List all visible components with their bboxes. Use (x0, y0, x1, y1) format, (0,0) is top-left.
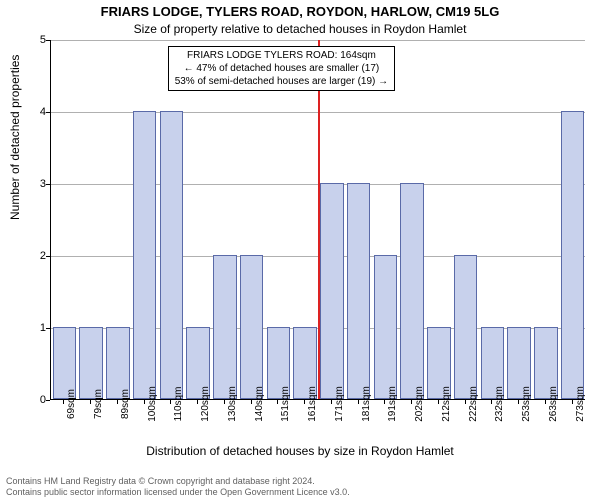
x-tick-label: 181sqm (361, 386, 372, 422)
x-tick-label: 263sqm (548, 386, 559, 422)
x-tick-label: 79sqm (93, 389, 104, 419)
x-tick-label: 191sqm (387, 386, 398, 422)
x-tick-label: 232sqm (494, 386, 505, 422)
footer-attribution: Contains HM Land Registry data © Crown c… (6, 476, 350, 499)
bar (240, 255, 264, 399)
y-axis-label: Number of detached properties (8, 55, 22, 220)
bar (400, 183, 424, 399)
y-tick-mark (46, 40, 50, 41)
x-tick-label: 253sqm (521, 386, 532, 422)
x-tick-mark (331, 400, 332, 404)
x-tick-mark (491, 400, 492, 404)
plot-area (50, 40, 585, 400)
x-tick-label: 202sqm (414, 386, 425, 422)
x-tick-label: 171sqm (334, 386, 345, 422)
annotation-line-2: ← 47% of detached houses are smaller (17… (175, 62, 388, 75)
x-tick-label: 151sqm (280, 386, 291, 422)
bar (454, 255, 478, 399)
y-tick-label: 1 (30, 322, 46, 334)
y-tick-label: 3 (30, 178, 46, 190)
x-tick-mark (197, 400, 198, 404)
y-tick-label: 2 (30, 250, 46, 262)
x-tick-label: 69sqm (66, 389, 77, 419)
x-tick-label: 110sqm (173, 387, 184, 422)
y-tick-mark (46, 256, 50, 257)
x-tick-label: 212sqm (441, 386, 452, 422)
x-tick-mark (358, 400, 359, 404)
bar (320, 183, 344, 399)
x-axis-label: Distribution of detached houses by size … (0, 444, 600, 458)
x-tick-mark (90, 400, 91, 404)
y-tick-mark (46, 112, 50, 113)
y-tick-label: 0 (30, 394, 46, 406)
x-tick-mark (572, 400, 573, 404)
y-tick-mark (46, 400, 50, 401)
x-tick-mark (224, 400, 225, 404)
x-tick-label: 161sqm (307, 386, 318, 422)
x-tick-label: 100sqm (147, 386, 158, 422)
bar (374, 255, 398, 399)
x-tick-mark (518, 400, 519, 404)
y-tick-mark (46, 184, 50, 185)
bar (561, 111, 585, 399)
x-tick-mark (251, 400, 252, 404)
x-tick-mark (438, 400, 439, 404)
x-tick-label: 140sqm (254, 386, 265, 422)
y-tick-label: 4 (30, 106, 46, 118)
x-tick-mark (465, 400, 466, 404)
x-tick-mark (63, 400, 64, 404)
annotation-line-3: 53% of semi-detached houses are larger (… (175, 75, 388, 88)
annotation-line-1: FRIARS LODGE TYLERS ROAD: 164sqm (175, 49, 388, 62)
x-tick-mark (411, 400, 412, 404)
y-tick-mark (46, 328, 50, 329)
x-tick-label: 130sqm (227, 386, 238, 422)
bar (347, 183, 371, 399)
x-tick-mark (117, 400, 118, 404)
x-tick-mark (170, 400, 171, 404)
chart-subtitle: Size of property relative to detached ho… (0, 22, 600, 36)
x-tick-label: 120sqm (200, 386, 211, 422)
chart-container: FRIARS LODGE, TYLERS ROAD, ROYDON, HARLO… (0, 0, 600, 500)
x-tick-mark (384, 400, 385, 404)
x-tick-label: 89sqm (120, 389, 131, 419)
bar (213, 255, 237, 399)
x-tick-label: 273sqm (575, 386, 586, 422)
y-tick-label: 5 (30, 34, 46, 46)
footer-line-1: Contains HM Land Registry data © Crown c… (6, 476, 350, 487)
chart-title: FRIARS LODGE, TYLERS ROAD, ROYDON, HARLO… (0, 4, 600, 19)
bar (160, 111, 184, 399)
annotation-box: FRIARS LODGE TYLERS ROAD: 164sqm← 47% of… (168, 46, 395, 91)
x-tick-label: 222sqm (468, 386, 479, 422)
x-tick-mark (277, 400, 278, 404)
x-tick-mark (144, 400, 145, 404)
x-tick-mark (545, 400, 546, 404)
property-marker-line (318, 40, 320, 399)
x-tick-mark (304, 400, 305, 404)
footer-line-2: Contains public sector information licen… (6, 487, 350, 498)
bar (133, 111, 157, 399)
